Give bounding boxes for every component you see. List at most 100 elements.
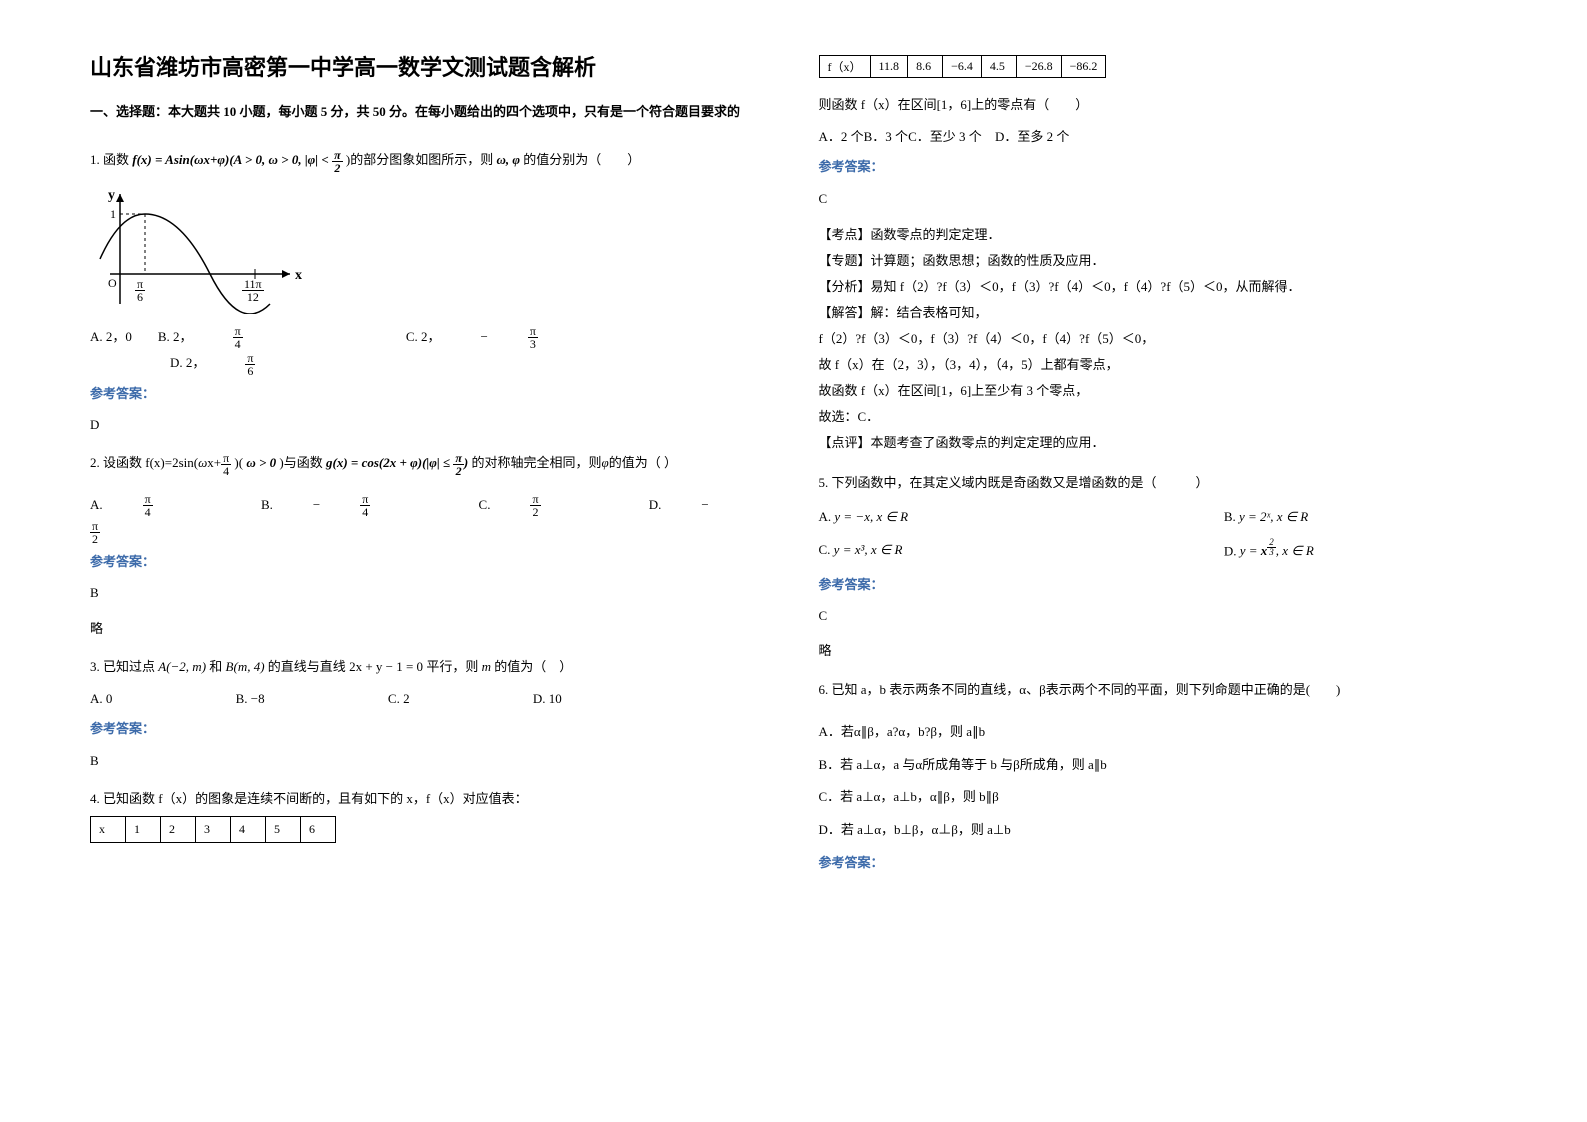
x-cell: 4 — [231, 816, 266, 843]
question-5: 5. 下列函数中，在其定义域内既是奇函数又是增函数的是（ ） A. y = −x… — [819, 471, 1498, 663]
q5-opt-a-label: A. — [819, 509, 832, 524]
q4-opt-b: B．3 个 — [864, 124, 908, 150]
q5-opt-d-label: D. — [1224, 543, 1237, 558]
q4-exp2: 【专题】计算题；函数思想；函数的性质及应用． — [819, 248, 1498, 274]
q2-opt-a-label: A. — [90, 492, 103, 518]
q4-exp7: 故函数 f（x）在区间[1，6]上至少有 3 个零点， — [819, 378, 1498, 404]
question-2: 2. 设函数 f(x)=2sin(ωx+π4 )( ω > 0 )与函数 g(x… — [90, 451, 769, 640]
table-row: x 1 2 3 4 5 6 — [91, 816, 336, 843]
q5-opt-c: y = x³, x ∈ R — [834, 542, 903, 557]
q4-exp9: 【点评】本题考查了函数零点的判定定理的应用． — [819, 430, 1498, 456]
section-intro: 一、选择题：本大题共 10 小题，每小题 5 分，共 50 分。在每小题给出的四… — [90, 102, 769, 123]
q5-opt-c-label: C. — [819, 542, 831, 557]
q3-line: 2x + y − 1 = 0 — [349, 659, 423, 674]
answer-label: 参考答案： — [90, 550, 769, 573]
x-header: x — [91, 816, 126, 843]
q5-options: A. y = −x, x ∈ R B. y = 2ˣ, x ∈ R C. y =… — [819, 505, 1498, 563]
q6-opt-c: C．若 a⊥α，a⊥b，α∥β，则 b∥β — [819, 781, 1498, 814]
q4-answer: C — [819, 187, 1498, 210]
x-cell: 5 — [266, 816, 301, 843]
q4-opt-c: C．至少 3 个 — [908, 124, 982, 150]
fx-header: f（x） — [819, 56, 870, 78]
q4-exp6: 故 f（x）在（2，3），（3，4），（4，5）上都有零点， — [819, 352, 1498, 378]
answer-label: 参考答案： — [819, 573, 1498, 596]
q2-xplus: x+ — [207, 455, 221, 470]
fx-cell: −86.2 — [1061, 56, 1106, 78]
question-4-stem: 4. 已知函数 f（x）的图象是连续不间断的，且有如下的 x，f（x）对应值表：… — [90, 787, 769, 843]
question-6: 6. 已知 a，b 表示两条不同的直线，α、β表示两个不同的平面，则下列命题中正… — [819, 678, 1498, 875]
q6-opt-b: B．若 a⊥α，a 与α所成角等于 b 与β所成角，则 a∥b — [819, 749, 1498, 782]
q1-stem-suffix: )的部分图象如图所示，则 — [346, 152, 493, 167]
q6-opt-a: A．若α∥β，a?α，b?β，则 a∥b — [819, 716, 1498, 749]
q3-opt-c: C. 2 — [388, 686, 410, 712]
fx-cell: 4.5 — [981, 56, 1016, 78]
q1-opt-c-pre: C. 2， — [406, 324, 441, 350]
answer-label: 参考答案： — [90, 382, 769, 405]
q3-pt-a: A(−2, m) — [158, 659, 206, 674]
question-4-cont: 则函数 f（x）在区间[1，6]上的零点有（ ） A．2 个B．3 个C．至少 … — [819, 93, 1498, 456]
q5-opt-d: y = x23, x ∈ R — [1240, 543, 1314, 558]
q2-cond: ω > 0 — [246, 455, 276, 470]
x-cell: 1 — [126, 816, 161, 843]
q2-mid: )( — [231, 455, 246, 470]
q3-opt-b: B. −8 — [236, 686, 265, 712]
q3-options: A. 0 B. −8 C. 2 D. 10 — [90, 686, 769, 712]
q4-fx-table: f（x） 11.8 8.6 −6.4 4.5 −26.8 −86.2 — [819, 55, 1107, 78]
page-title: 山东省潍坊市高密第一中学高一数学文测试题含解析 — [90, 50, 769, 82]
q3-answer: B — [90, 749, 769, 772]
fx-cell: −26.8 — [1016, 56, 1061, 78]
q2-gx: g(x) = cos(2x + φ)(|φ| ≤ π2) — [326, 455, 468, 470]
answer-label: 参考答案： — [90, 717, 769, 740]
q3-end: 的值为（ ） — [494, 659, 572, 674]
y-tick-1: 1 — [110, 207, 116, 221]
q6-stem: 6. 已知 a，b 表示两条不同的直线，α、β表示两个不同的平面，则下列命题中正… — [819, 678, 1498, 701]
q2-stem-pre: 2. 设函数 f(x)=2sin( — [90, 455, 198, 470]
x-axis-label: x — [295, 268, 302, 283]
q5-stem: 5. 下列函数中，在其定义域内既是奇函数又是增函数的是（ ） — [819, 471, 1498, 494]
q2-phi: φ — [602, 455, 609, 470]
q4-exp8: 故选：C． — [819, 404, 1498, 430]
q2-options: A.π4 B.−π4 C.π2 D.−π2 — [90, 492, 769, 545]
q2-neg-b: − — [313, 492, 320, 518]
q1-answer: D — [90, 413, 769, 436]
x-cell: 6 — [301, 816, 336, 843]
q2-neg-d: − — [701, 492, 708, 518]
q4-stem: 4. 已知函数 f（x）的图象是连续不间断的，且有如下的 x，f（x）对应值表： — [90, 791, 528, 806]
question-1: 1. 函数 f(x) = Asin(ωx+φ)(A > 0, ω > 0, |φ… — [90, 148, 769, 437]
left-column: 山东省潍坊市高密第一中学高一数学文测试题含解析 一、选择题：本大题共 10 小题… — [90, 50, 769, 1072]
q5-opt-a: y = −x, x ∈ R — [834, 509, 908, 524]
q1-vars: ω, φ — [496, 152, 520, 167]
q4-options: A．2 个B．3 个C．至少 3 个 D．至多 2 个 — [819, 124, 1498, 150]
q1-stem-prefix: 1. 函数 — [90, 152, 129, 167]
q3-stem-pre: 3. 已知过点 — [90, 659, 155, 674]
q2-answer: B — [90, 581, 769, 604]
q2-opt-b-label: B. — [261, 492, 273, 518]
x-cell: 2 — [161, 816, 196, 843]
q2-opt-c-label: C. — [479, 492, 491, 518]
q3-opt-a: A. 0 — [90, 686, 112, 712]
q5-brief: 略 — [819, 639, 1498, 662]
fx-cell: 8.6 — [908, 56, 943, 78]
answer-label: 参考答案： — [819, 155, 1498, 178]
q3-and: 和 — [209, 659, 225, 674]
q3-opt-d: D. 10 — [533, 686, 562, 712]
q3-mid: 的直线与直线 — [268, 659, 349, 674]
right-column: f（x） 11.8 8.6 −6.4 4.5 −26.8 −86.2 则函数 f… — [819, 50, 1498, 1072]
fx-cell: 11.8 — [870, 56, 908, 78]
q4-exp5: f（2）?f（3）＜0，f（3）?f（4）＜0，f（4）?f（5）＜0， — [819, 326, 1498, 352]
q3-suffix: 平行，则 — [426, 659, 478, 674]
q3-m: m — [482, 659, 491, 674]
x-cell: 3 — [196, 816, 231, 843]
q2-mid2: )与函数 — [276, 455, 323, 470]
q5-answer: C — [819, 604, 1498, 627]
q1-options: A. 2，0 B. 2，π4 C. 2，−π3 D. 2，π6 — [90, 324, 769, 377]
y-axis-label: y — [108, 188, 115, 203]
q2-opt-d-label: D. — [649, 492, 662, 518]
answer-label: 参考答案： — [819, 851, 1498, 874]
origin-label: O — [108, 276, 117, 290]
q4-exp4: 【解答】解：结合表格可知， — [819, 300, 1498, 326]
q3-pt-b: B(m, 4) — [226, 659, 265, 674]
q4-x-table: x 1 2 3 4 5 6 — [90, 816, 336, 844]
q6-options: A．若α∥β，a?α，b?β，则 a∥b B．若 a⊥α，a 与α所成角等于 b… — [819, 716, 1498, 846]
q4-exp3: 【分析】易知 f（2）?f（3）＜0，f（3）?f（4）＜0，f（4）?f（5）… — [819, 274, 1498, 300]
